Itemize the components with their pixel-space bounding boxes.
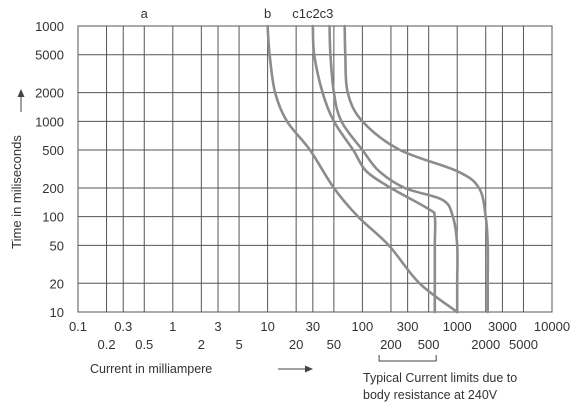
x-tick-label: 300 — [397, 319, 419, 334]
x-tick-label: 500 — [418, 337, 440, 352]
x-tick-label: 10 — [260, 319, 274, 334]
y-tick-label: 5000 — [35, 48, 64, 63]
curve-b — [266, 24, 459, 314]
zone-label: a — [141, 6, 149, 21]
x-tick-label: 0.2 — [97, 337, 115, 352]
x-tick-label: 1000 — [443, 319, 472, 334]
x-tick-label: 10000 — [534, 319, 570, 334]
x-tick-label: 2000 — [471, 337, 500, 352]
chart-curves — [266, 24, 490, 314]
x-tick-label: 0.5 — [135, 337, 153, 352]
x-tick-label: 1 — [169, 319, 176, 334]
x-axis-arrow — [278, 365, 313, 373]
curve-c2 — [328, 24, 459, 314]
x-axis-label: Current in milliampere — [90, 362, 212, 376]
x-tick-label: 200 — [380, 337, 402, 352]
y-tick-label: 20 — [50, 276, 64, 291]
y-tick-label: 50 — [50, 238, 64, 253]
y-tick-label: 10 — [50, 305, 64, 320]
x-tick-label: 3 — [214, 319, 221, 334]
y-tick-label: 1000 — [35, 19, 64, 34]
x-tick-label: 20 — [289, 337, 303, 352]
x-tick-label: 50 — [327, 337, 341, 352]
current-limits-bracket — [378, 355, 437, 362]
plot-frame — [77, 25, 553, 313]
chart-labels: a b c1c2c3 — [141, 6, 334, 21]
zone-label: c1c2c3 — [292, 6, 333, 21]
x-tick-label: 0.1 — [69, 319, 87, 334]
y-tick-label: 500 — [42, 143, 64, 158]
x-tick-label: 100 — [352, 319, 374, 334]
curve-c3 — [343, 24, 490, 314]
curve-c1 — [311, 24, 437, 314]
chart-grid — [77, 25, 553, 313]
zone-label: b — [264, 6, 271, 21]
y-axis-label: Time in miliseconds — [9, 135, 24, 249]
x-tick-label: 5000 — [509, 337, 538, 352]
y-tick-label: 1000 — [35, 114, 64, 129]
bracket-line — [378, 355, 437, 362]
annotation-line-2: body resistance at 240V — [363, 388, 498, 402]
y-tick-label: 2000 — [35, 86, 64, 101]
x-tick-label: 0.3 — [114, 319, 132, 334]
y-tick-label: 100 — [42, 210, 64, 225]
x-tick-label: 30 — [306, 319, 320, 334]
x-tick-label: 2 — [198, 337, 205, 352]
x-tick-label: 3000 — [488, 319, 517, 334]
y-axis-arrow — [17, 89, 25, 112]
y-tick-label: 200 — [42, 181, 64, 196]
x-tick-label: 5 — [235, 337, 242, 352]
annotation-line-1: Typical Current limits due to — [363, 371, 517, 385]
